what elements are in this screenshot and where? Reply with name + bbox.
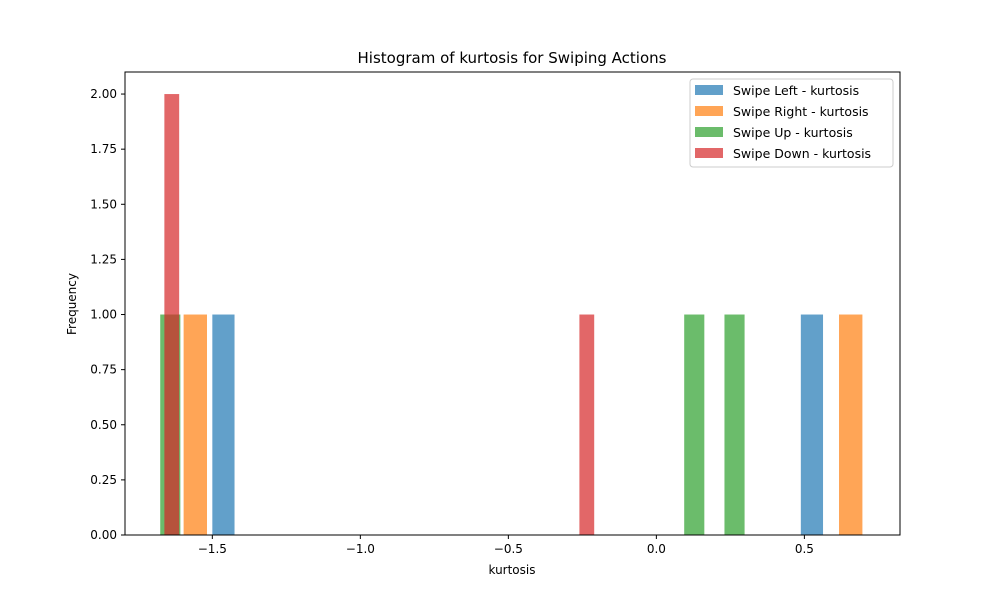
- y-tick-label: 1.00: [90, 308, 117, 322]
- y-tick-label: 2.00: [90, 87, 117, 101]
- y-tick-label: 1.50: [90, 197, 117, 211]
- y-tick-label: 0.50: [90, 418, 117, 432]
- legend-swatch: [695, 106, 723, 116]
- histogram-bar-series-1-bar-0: [183, 314, 207, 535]
- x-tick-label: 0.0: [647, 542, 666, 556]
- histogram-bar-series-3-bar-1: [579, 314, 595, 535]
- histogram-bar-series-0-bar-0: [212, 314, 235, 535]
- x-tick-label: −1.0: [346, 542, 375, 556]
- histogram-bar-series-1-bar-1: [839, 314, 863, 535]
- plot-frame: [124, 71, 901, 536]
- y-axis-title: Frequency: [65, 273, 79, 335]
- chart-title: Histogram of kurtosis for Swiping Action…: [358, 49, 667, 67]
- y-tick-label: 0.75: [90, 363, 117, 377]
- x-tick-label: −1.5: [198, 542, 227, 556]
- y-tick-label: 1.25: [90, 252, 117, 266]
- x-tick-label: 0.5: [795, 542, 814, 556]
- legend-label: Swipe Right - kurtosis: [733, 104, 869, 119]
- plot-area: −1.5 −1.0 −0.5 0.0 0.5 0.00 0.25 0.50 0.75 1.00 1.…: [90, 71, 901, 556]
- legend-label: Swipe Up - kurtosis: [733, 125, 853, 140]
- histogram-bar-series-3-bar-0: [164, 94, 180, 536]
- legend-swatch: [695, 127, 723, 137]
- legend-swatch: [695, 148, 723, 158]
- x-tick-label: −0.5: [494, 542, 523, 556]
- legend-box: [689, 78, 894, 168]
- x-axis-title: kurtosis: [488, 563, 535, 577]
- legend-swatch: [695, 85, 723, 95]
- y-tick-label: 1.75: [90, 142, 117, 156]
- legend-label: Swipe Down - kurtosis: [733, 146, 871, 161]
- legend-label: Swipe Left - kurtosis: [733, 83, 859, 98]
- histogram-bar-series-2-bar-2: [724, 314, 745, 535]
- histogram-bar-series-0-bar-1: [800, 314, 824, 535]
- legend: Swipe Left - kurtosis Swipe Right - kurto…: [689, 78, 894, 168]
- y-tick-label: 0.00: [90, 528, 117, 542]
- y-tick-label: 0.25: [90, 473, 117, 487]
- histogram-bar-series-2-bar-1: [684, 314, 705, 535]
